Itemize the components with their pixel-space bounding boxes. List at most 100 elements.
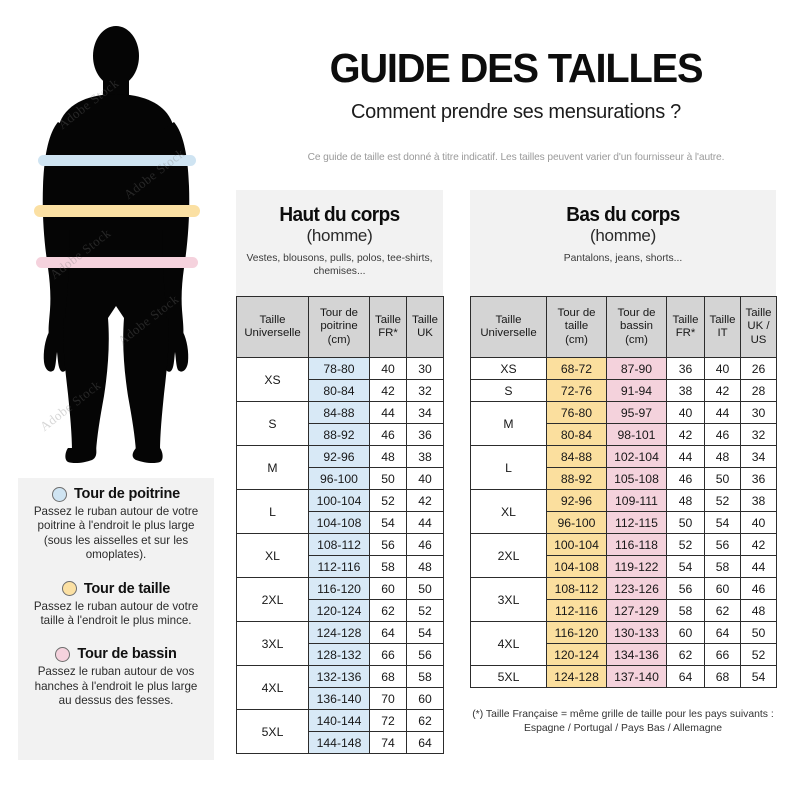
cell-waist-measure: 116-120 xyxy=(546,621,607,644)
cell-chest-measure: 132-136 xyxy=(308,665,370,688)
cell-hips-measure: 98-101 xyxy=(606,423,667,446)
page-header: GUIDE DES TAILLES Comment prendre ses me… xyxy=(232,0,800,163)
hips-measure-band xyxy=(36,257,198,268)
cell-size-fr: 38 xyxy=(666,379,705,402)
cell-hips-measure: 95-97 xyxy=(606,401,667,424)
cell-universal-size: 2XL xyxy=(236,577,309,622)
cell-size-uk-us: 28 xyxy=(740,379,777,402)
cell-size-uk: 42 xyxy=(406,489,444,512)
cell-size-fr: 46 xyxy=(369,423,407,446)
bottom-body-size-table: Taille Universelle Tour de taille (cm) Tour d… xyxy=(470,296,777,688)
cell-size-uk-us: 52 xyxy=(740,643,777,666)
left-panel: Adobe Stock Adobe Stock Adobe Stock Adob… xyxy=(0,0,232,800)
column-header: Taille UK / US xyxy=(740,296,777,358)
waist-measure-band xyxy=(34,205,200,217)
column-header: Tour de taille (cm) xyxy=(546,296,607,358)
cell-size-it: 50 xyxy=(704,467,741,490)
chest-color-dot-icon xyxy=(51,486,67,502)
table-row: XS 78-80 40 30 xyxy=(236,357,444,402)
column-header: Taille Universelle xyxy=(236,296,309,358)
table-row: 3XL 108-112 123-126 56 60 46 xyxy=(470,577,777,622)
cell-waist-measure: 68-72 xyxy=(546,357,607,380)
cell-waist-measure: 88-92 xyxy=(546,467,607,490)
cell-size-uk-us: 54 xyxy=(740,665,777,688)
section-subtitle: (homme) xyxy=(306,226,373,245)
measurement-legend: Tour de poitrine Passez le ruban autour … xyxy=(18,478,214,760)
cell-size-fr: 44 xyxy=(666,445,705,468)
cell-size-fr: 62 xyxy=(369,599,407,622)
cell-size-fr: 64 xyxy=(369,621,407,644)
table-row: 5XL 140-144 72 62 xyxy=(236,709,444,754)
cell-size-uk-us: 26 xyxy=(740,357,777,380)
cell-hips-measure: 91-94 xyxy=(606,379,667,402)
male-body-silhouette-icon xyxy=(42,26,190,464)
cell-size-it: 42 xyxy=(704,379,741,402)
table-row: 128-132 66 56 xyxy=(237,643,444,666)
cell-chest-measure: 120-124 xyxy=(308,599,370,622)
cell-size-fr: 50 xyxy=(369,467,407,490)
cell-hips-measure: 102-104 xyxy=(606,445,667,468)
table-row: 112-116 58 48 xyxy=(237,555,444,578)
table-row: 136-140 70 60 xyxy=(237,687,444,710)
cell-hips-measure: 87-90 xyxy=(606,357,667,380)
cell-size-it: 66 xyxy=(704,643,741,666)
cell-chest-measure: 104-108 xyxy=(308,511,370,534)
cell-size-uk: 38 xyxy=(406,445,444,468)
cell-universal-size: L xyxy=(236,489,309,534)
cell-size-fr: 54 xyxy=(369,511,407,534)
cell-hips-measure: 119-122 xyxy=(606,555,667,578)
cell-size-uk: 58 xyxy=(406,665,444,688)
table-row: 3XL 124-128 64 54 xyxy=(236,621,444,666)
cell-size-fr: 56 xyxy=(369,533,407,556)
cell-universal-size: 3XL xyxy=(470,577,547,622)
table-row: XS 68-72 87-90 36 40 26 xyxy=(470,357,777,380)
cell-waist-measure: 92-96 xyxy=(546,489,607,512)
cell-hips-measure: 123-126 xyxy=(606,577,667,600)
table-row: 120-124 134-136 62 66 52 xyxy=(471,643,777,666)
bottom-body-section-header: Bas du corps (homme) Pantalons, jeans, s… xyxy=(470,190,776,296)
cell-size-uk: 50 xyxy=(406,577,444,600)
cell-size-fr: 68 xyxy=(369,665,407,688)
cell-size-it: 60 xyxy=(704,577,741,600)
column-header: Taille IT xyxy=(704,296,741,358)
cell-size-fr: 42 xyxy=(369,379,407,402)
cell-universal-size: 5XL xyxy=(236,709,309,754)
cell-size-uk-us: 42 xyxy=(740,533,777,556)
table-row: M 92-96 48 38 xyxy=(236,445,444,490)
cell-size-uk: 46 xyxy=(406,533,444,556)
cell-size-fr: 44 xyxy=(369,401,407,424)
cell-size-uk-us: 44 xyxy=(740,555,777,578)
cell-size-it: 52 xyxy=(704,489,741,512)
cell-waist-measure: 72-76 xyxy=(546,379,607,402)
table-row: 112-116 127-129 58 62 48 xyxy=(471,599,777,622)
cell-size-uk: 64 xyxy=(406,731,444,754)
cell-size-fr: 40 xyxy=(369,357,407,380)
cell-universal-size: XS xyxy=(470,357,547,380)
cell-size-uk: 40 xyxy=(406,467,444,490)
table-row: 88-92 105-108 46 50 36 xyxy=(471,467,777,490)
cell-size-it: 46 xyxy=(704,423,741,446)
cell-waist-measure: 104-108 xyxy=(546,555,607,578)
cell-waist-measure: 100-104 xyxy=(546,533,607,556)
cell-size-it: 44 xyxy=(704,401,741,424)
cell-universal-size: L xyxy=(470,445,547,490)
cell-size-fr: 70 xyxy=(369,687,407,710)
cell-size-fr: 48 xyxy=(666,489,705,512)
table-row: 80-84 42 32 xyxy=(237,379,444,402)
cell-size-fr: 58 xyxy=(369,555,407,578)
page-title: GUIDE DES TAILLES xyxy=(329,45,704,91)
cell-size-fr: 42 xyxy=(666,423,705,446)
cell-size-uk-us: 34 xyxy=(740,445,777,468)
cell-waist-measure: 96-100 xyxy=(546,511,607,534)
cell-hips-measure: 137-140 xyxy=(606,665,667,688)
disclaimer-text: Ce guide de taille est donné à titre ind… xyxy=(307,152,725,163)
section-description: Pantalons, jeans, shorts... xyxy=(563,253,683,264)
table-row: XL 92-96 109-111 48 52 38 xyxy=(470,489,777,534)
cell-hips-measure: 130-133 xyxy=(606,621,667,644)
table-row: 88-92 46 36 xyxy=(237,423,444,446)
cell-chest-measure: 112-116 xyxy=(308,555,370,578)
cell-chest-measure: 140-144 xyxy=(308,709,370,732)
cell-hips-measure: 105-108 xyxy=(606,467,667,490)
cell-universal-size: M xyxy=(470,401,547,446)
cell-size-uk: 34 xyxy=(406,401,444,424)
